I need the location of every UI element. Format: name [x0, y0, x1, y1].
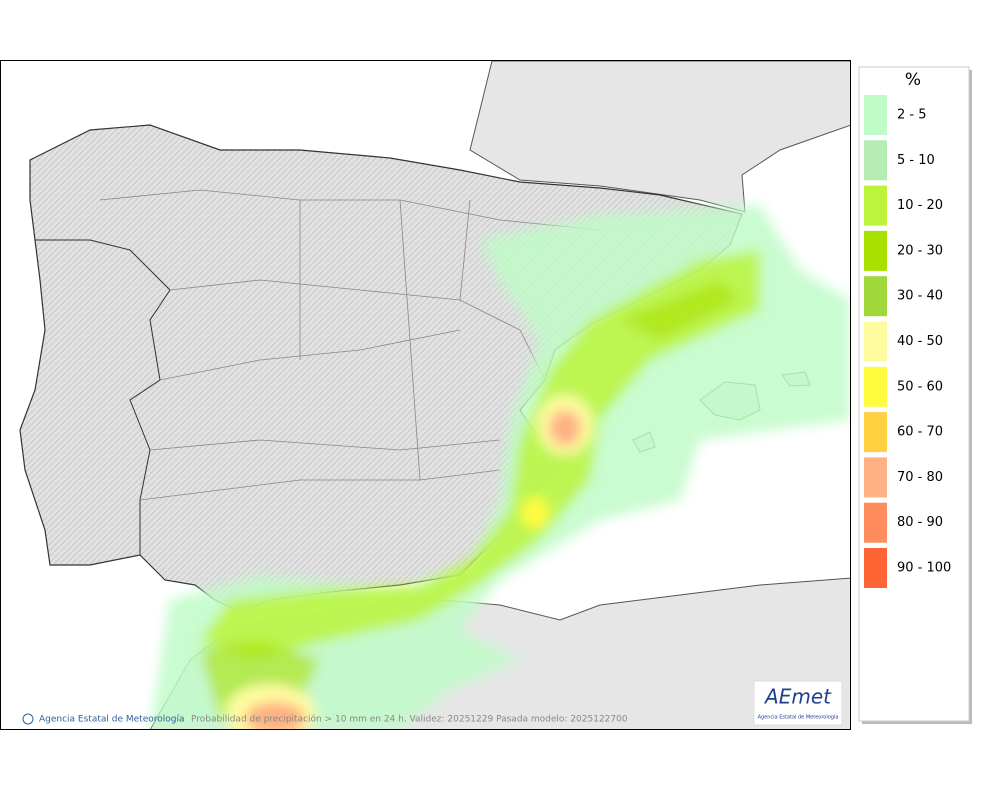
legend-swatch	[864, 457, 887, 498]
legend-label: 20 - 30	[897, 243, 943, 258]
logo-name: AEmet	[763, 685, 832, 709]
map-frame	[0, 60, 851, 730]
legend-label: 90 - 100	[897, 561, 951, 576]
map	[1, 61, 850, 729]
legend: 2 - 5 5 - 10 10 - 20 20 - 30 30 - 40 40 - 50 5…	[864, 95, 951, 588]
legend-swatch	[864, 140, 887, 181]
legend-swatch	[864, 230, 887, 271]
portugal-border	[35, 239, 171, 555]
legend-swatch	[864, 185, 887, 226]
logo-box	[753, 680, 843, 726]
legend-label: 50 - 60	[897, 379, 943, 394]
logo-subtitle: Agencia Estatal de Meteorología	[758, 714, 839, 721]
legend-swatch	[864, 276, 887, 317]
precipitation	[150, 205, 850, 729]
legend-label: 10 - 20	[897, 198, 943, 213]
legend-label: 60 - 70	[897, 425, 943, 440]
legend-label: 80 - 90	[897, 515, 943, 530]
caption: Probabilidad de precipitación > 10 mm en…	[191, 714, 628, 725]
region-borders	[99, 189, 601, 501]
legend-swatch	[864, 502, 887, 543]
copyright-icon	[22, 713, 34, 725]
legend-label: 2 - 5	[897, 108, 927, 123]
legend-label: 5 - 10	[897, 153, 935, 168]
legend-swatch	[864, 412, 887, 453]
legend-swatch	[864, 548, 887, 588]
legend-swatch	[864, 366, 887, 407]
legend-swatch	[864, 95, 887, 135]
legend-swatch	[864, 321, 887, 362]
legend-title: %	[905, 70, 921, 90]
legend-label: 30 - 40	[897, 289, 943, 304]
legend-label: 40 - 50	[897, 334, 943, 349]
credit: Agencia Estatal de Meteorología	[39, 715, 185, 725]
legend-label: 70 - 80	[897, 470, 943, 485]
